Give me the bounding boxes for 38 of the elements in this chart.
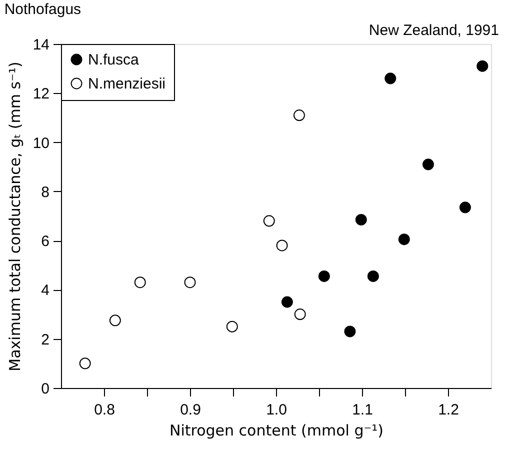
- point: [459, 202, 471, 214]
- y-tick-label: 12: [32, 86, 50, 103]
- y-tick-label: 10: [32, 134, 50, 152]
- point: [293, 110, 305, 121]
- y-axis-title: Maximum total conductance, gₜ (mm s⁻¹): [6, 62, 24, 372]
- point: [79, 358, 91, 370]
- y-tick-label: 8: [41, 184, 50, 201]
- y-tick-label: 6: [41, 233, 50, 250]
- x-tick-label: 1.1: [352, 402, 373, 418]
- point: [281, 296, 293, 308]
- point: [422, 158, 434, 170]
- legend-label: N.fusca: [88, 52, 140, 68]
- text: New Zealand, 1991: [368, 22, 499, 39]
- point: [318, 270, 330, 282]
- y-tick-label: 0: [41, 380, 50, 398]
- point: [476, 60, 488, 72]
- point: [355, 214, 367, 226]
- point: [384, 72, 396, 84]
- legend-label: N.menziesii: [88, 76, 166, 92]
- x-tick-label: 0.8: [94, 402, 115, 418]
- point: [294, 308, 306, 320]
- point: [184, 276, 196, 288]
- point: [344, 326, 356, 338]
- point: [134, 276, 146, 288]
- point: [276, 240, 288, 252]
- point: [109, 314, 121, 326]
- x-tick-label: 1.2: [438, 402, 459, 418]
- x-tick-label: 0.9: [180, 402, 201, 418]
- point: [263, 215, 275, 227]
- x-axis-title: Nitrogen content (mmol g⁻¹): [170, 422, 384, 440]
- y-tick-label: 14: [32, 36, 50, 54]
- point: [398, 234, 410, 246]
- point: [367, 270, 379, 282]
- point: [226, 320, 238, 332]
- chart-title: Nothofagus: [4, 1, 82, 18]
- y-tick-label: 4: [41, 282, 50, 300]
- y-tick-label: 2: [41, 331, 50, 348]
- x-tick-label: 1.0: [266, 402, 287, 418]
